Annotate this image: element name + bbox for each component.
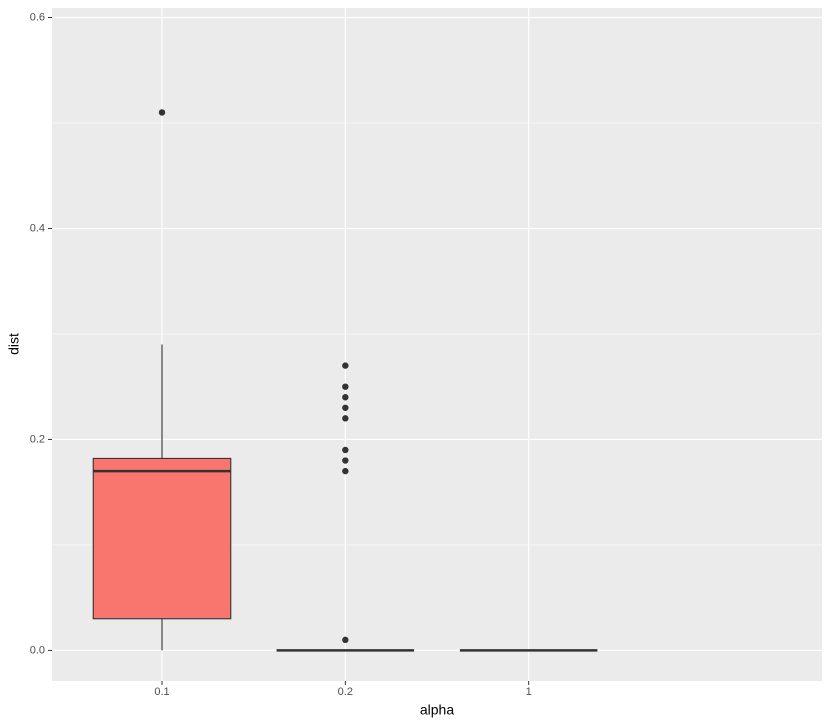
y-tick-label: 0.6 (30, 11, 45, 23)
y-tick-label: 0.0 (30, 644, 45, 656)
box (92, 457, 232, 620)
x-tick-label: 1 (526, 686, 532, 698)
outlier (342, 394, 349, 401)
x-tick-label: 0.2 (338, 686, 353, 698)
outlier (342, 404, 349, 411)
x-tick-label: 0.1 (154, 686, 169, 698)
y-axis-title: dist (6, 333, 22, 355)
outlier (158, 109, 166, 116)
outlier (342, 383, 349, 390)
outlier (342, 415, 349, 422)
y-tick-label: 0.2 (30, 433, 45, 445)
outlier (342, 636, 349, 644)
outlier (342, 457, 349, 464)
y-tick-label: 0.4 (30, 222, 45, 234)
x-axis-title: alpha (420, 702, 454, 718)
outlier (342, 467, 349, 475)
outlier (342, 446, 349, 454)
outlier (342, 362, 349, 369)
